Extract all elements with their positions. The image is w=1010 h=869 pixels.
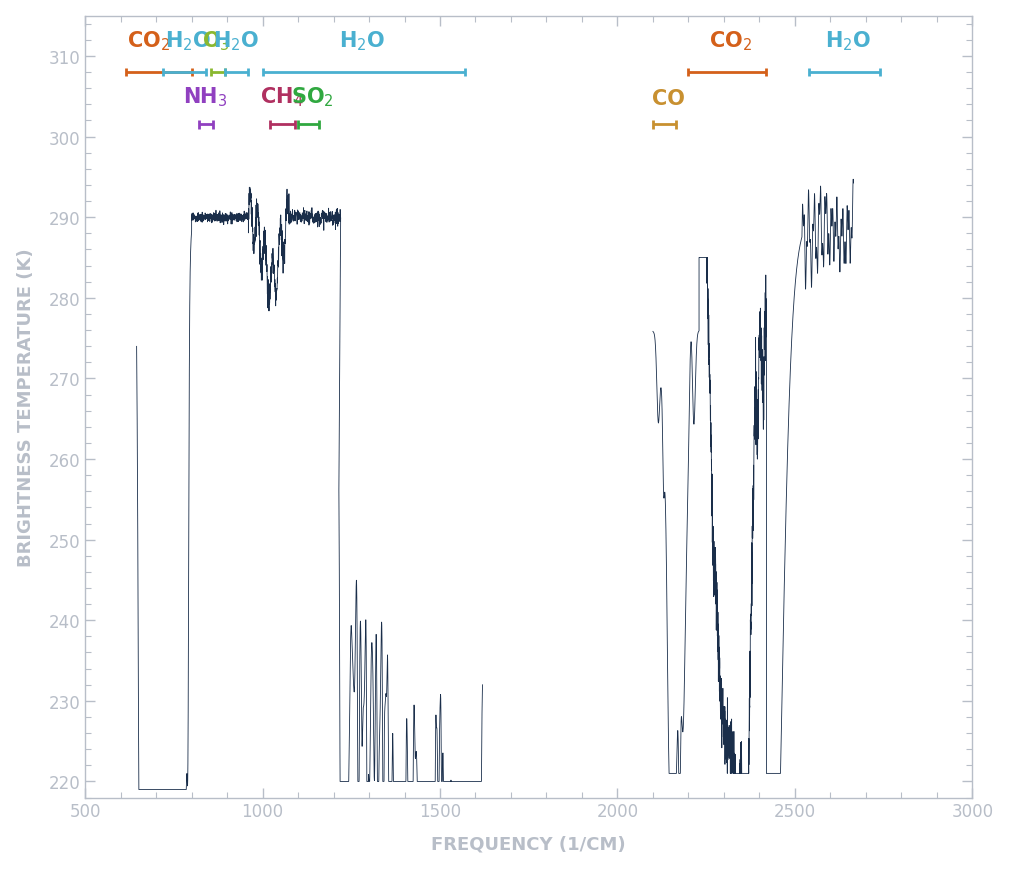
X-axis label: FREQUENCY (1/CM): FREQUENCY (1/CM): [431, 834, 626, 852]
Text: H$_2$O: H$_2$O: [213, 30, 260, 53]
Text: CO: CO: [652, 90, 686, 109]
Text: H$_2$O: H$_2$O: [338, 30, 385, 53]
Text: CO$_2$: CO$_2$: [127, 30, 171, 53]
Text: O$_3$: O$_3$: [202, 30, 230, 53]
Text: SO$_2$: SO$_2$: [291, 86, 333, 109]
Text: NH$_3$: NH$_3$: [183, 86, 227, 109]
Text: H$_2$O: H$_2$O: [165, 30, 211, 53]
Y-axis label: BRIGHTNESS TEMPERATURE (K): BRIGHTNESS TEMPERATURE (K): [17, 248, 34, 567]
Text: CH$_4$: CH$_4$: [260, 86, 303, 109]
Text: CO$_2$: CO$_2$: [709, 30, 752, 53]
Text: H$_2$O: H$_2$O: [825, 30, 872, 53]
